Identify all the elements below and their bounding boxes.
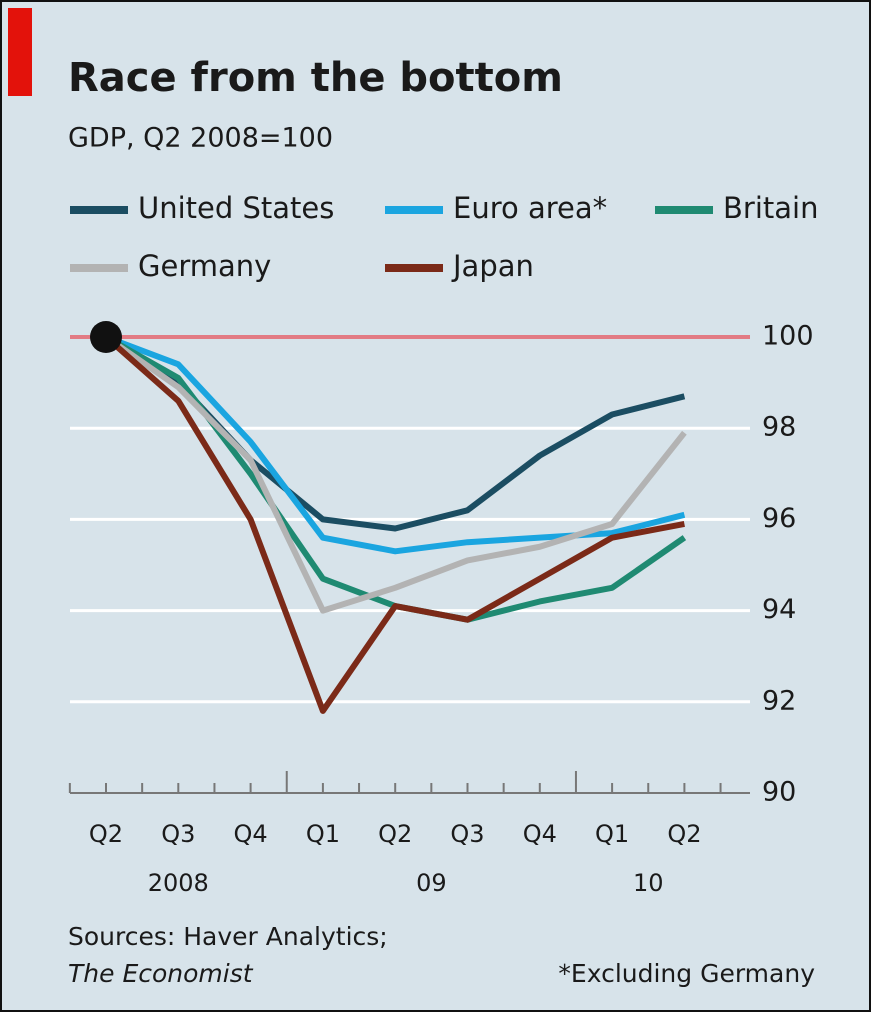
legend-label: United States	[138, 191, 334, 225]
footnote: *Excluding Germany	[558, 959, 815, 988]
base-point	[90, 321, 122, 353]
red-tab	[8, 8, 32, 96]
x-tick-label: Q1	[595, 820, 629, 848]
x-tick-label: Q4	[523, 820, 557, 848]
chart-subtitle: GDP, Q2 2008=100	[68, 123, 333, 154]
x-tick-label: Q3	[161, 820, 195, 848]
x-tick-label: Q2	[667, 820, 701, 848]
y-tick-label: 96	[762, 503, 796, 534]
x-tick-label: Q3	[450, 820, 484, 848]
x-tick-label: Q2	[378, 820, 412, 848]
legend-label: Germany	[138, 249, 271, 283]
year-label: 09	[416, 869, 447, 897]
x-tick-label: Q1	[306, 820, 340, 848]
y-tick-label: 100	[762, 321, 814, 352]
series-line	[104, 334, 685, 714]
chart-title: Race from the bottom	[68, 55, 563, 101]
legend-label: Euro area*	[453, 191, 607, 225]
legend-label: Japan	[451, 249, 534, 283]
source: Sources: Haver Analytics;	[68, 922, 388, 951]
y-tick-label: 92	[762, 685, 796, 716]
y-tick-label: 98	[762, 412, 796, 443]
legend-label: Britain	[723, 191, 818, 225]
series-line	[104, 334, 687, 614]
year-label: 2008	[148, 869, 209, 897]
y-tick-label: 90	[762, 777, 796, 808]
source: The Economist	[68, 959, 254, 988]
y-tick-label: 94	[762, 594, 796, 625]
x-tick-label: Q2	[89, 820, 123, 848]
year-label: 10	[633, 869, 664, 897]
x-tick-label: Q4	[234, 820, 268, 848]
